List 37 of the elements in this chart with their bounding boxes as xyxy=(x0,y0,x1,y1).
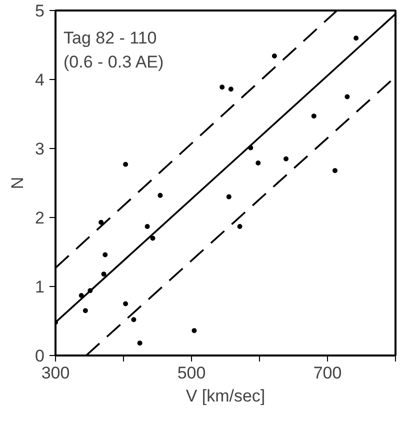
y-axis-title: N xyxy=(8,176,28,190)
point xyxy=(102,252,108,258)
point xyxy=(98,220,104,225)
point xyxy=(226,194,232,200)
annotation: Tag 82 - 110 xyxy=(64,28,157,48)
x-tick-label: 700 xyxy=(313,364,342,382)
point xyxy=(228,86,234,92)
x-tick-label: 300 xyxy=(41,364,70,382)
point xyxy=(284,156,289,162)
point xyxy=(137,340,142,346)
point xyxy=(131,317,136,322)
point xyxy=(311,114,316,119)
y-tick-label: 4 xyxy=(35,70,45,90)
point xyxy=(150,236,156,241)
y-tick-label: 1 xyxy=(35,278,45,296)
point xyxy=(332,168,338,174)
y-tick-label: 0 xyxy=(35,346,45,366)
point xyxy=(158,192,163,198)
point xyxy=(220,84,225,90)
y-tick-label: 3 xyxy=(35,140,45,158)
y-tick-label: 5 xyxy=(35,2,45,20)
point xyxy=(344,94,350,100)
point xyxy=(354,36,359,41)
point xyxy=(272,54,277,59)
point xyxy=(78,292,84,298)
point xyxy=(82,308,88,314)
point xyxy=(237,224,242,229)
y-tick-label: 2 xyxy=(35,208,45,228)
point xyxy=(256,160,261,166)
x-tick-label: 500 xyxy=(177,364,206,382)
point xyxy=(101,272,106,277)
x-axis-title: V [km/sec] xyxy=(186,386,266,406)
point xyxy=(123,301,128,306)
annotation: (0.6 - 0.3 AE) xyxy=(64,52,164,72)
point xyxy=(123,162,128,167)
point xyxy=(144,224,150,229)
point xyxy=(192,328,197,334)
